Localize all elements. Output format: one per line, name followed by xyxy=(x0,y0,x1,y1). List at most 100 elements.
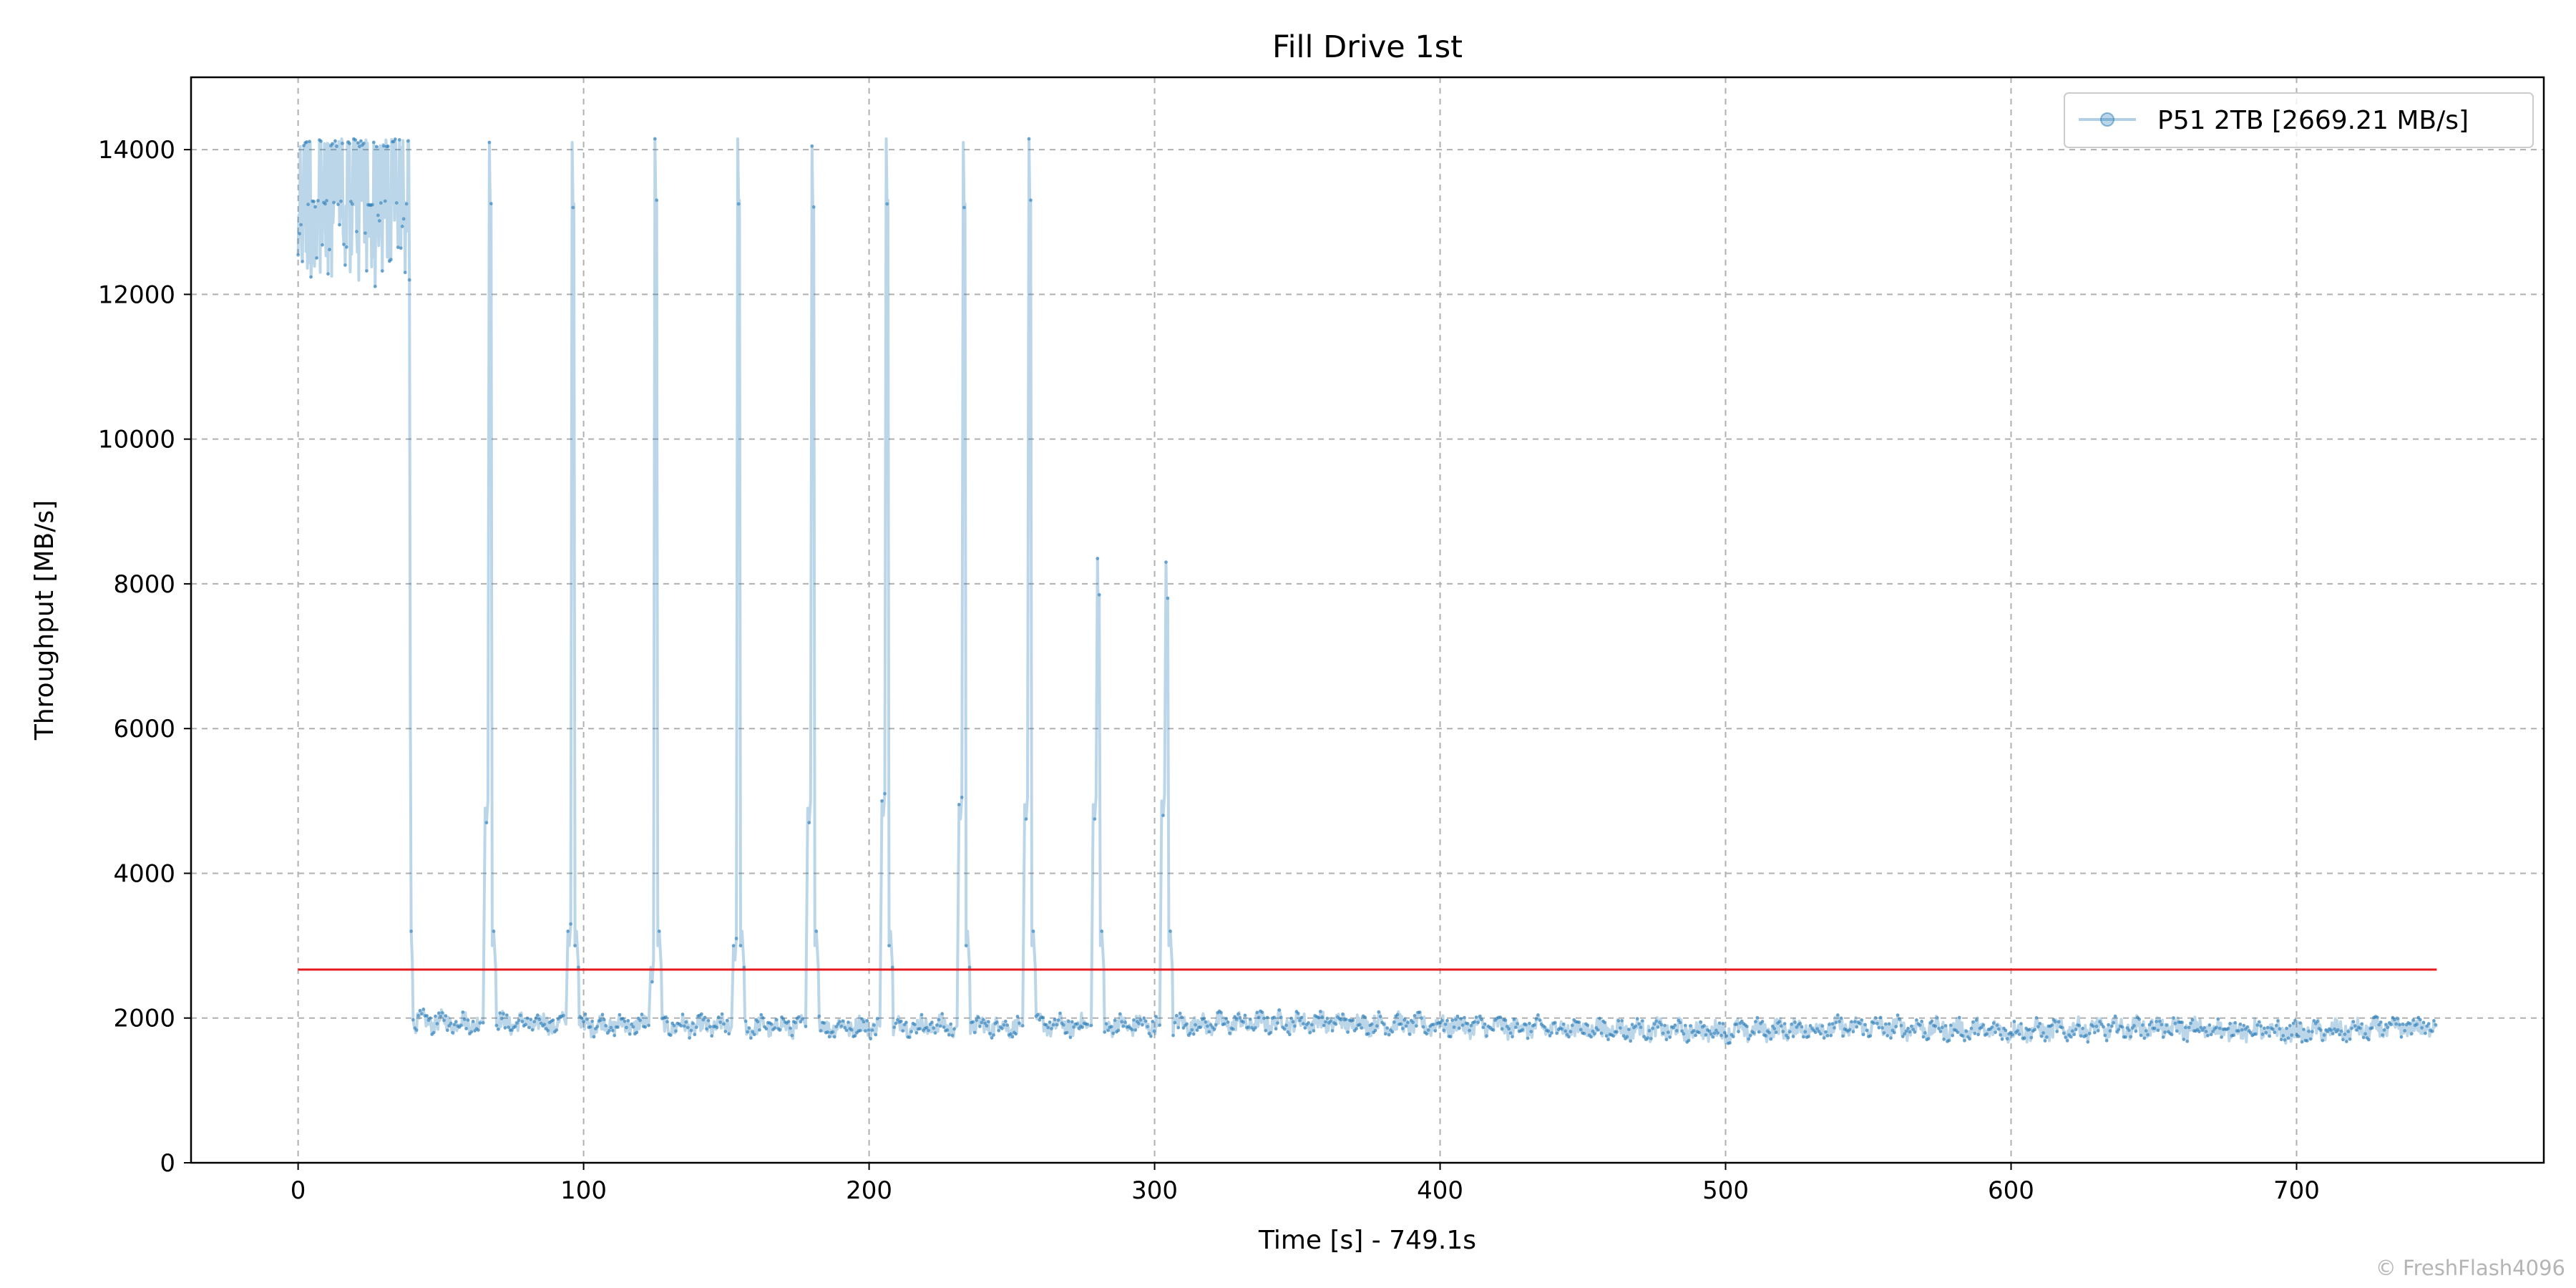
data-point xyxy=(2060,1025,2064,1030)
data-point xyxy=(416,1014,420,1018)
data-point xyxy=(1190,1028,1194,1032)
data-point xyxy=(723,1030,728,1033)
data-point xyxy=(592,1035,596,1039)
data-point xyxy=(527,1025,531,1030)
data-point xyxy=(2242,1023,2246,1028)
data-point xyxy=(379,201,383,205)
data-point xyxy=(1896,1013,1900,1017)
data-point xyxy=(599,1018,602,1023)
data-point xyxy=(566,930,570,933)
data-point xyxy=(2434,1023,2438,1027)
data-point xyxy=(436,1011,441,1015)
data-point xyxy=(1138,1018,1143,1022)
data-point xyxy=(1915,1018,1918,1022)
data-point xyxy=(1448,1035,1453,1039)
data-point xyxy=(342,243,346,246)
data-point xyxy=(890,965,894,970)
data-point xyxy=(1065,1030,1069,1035)
data-point xyxy=(2399,1035,2404,1039)
data-point xyxy=(1317,1015,1321,1020)
data-point xyxy=(2300,1040,2304,1044)
data-point xyxy=(1498,1015,1503,1019)
data-point xyxy=(945,1028,950,1032)
data-point xyxy=(2084,1033,2088,1038)
data-point xyxy=(904,1020,908,1025)
data-point xyxy=(1833,1026,1836,1030)
data-point xyxy=(865,1019,869,1023)
data-point xyxy=(1641,1019,1644,1023)
data-point xyxy=(1224,1017,1229,1020)
data-point xyxy=(435,1022,439,1025)
data-point xyxy=(1630,1023,1634,1027)
data-point xyxy=(1375,1024,1379,1028)
x-tick-label: 500 xyxy=(1702,1176,1749,1205)
data-point xyxy=(952,1027,956,1031)
data-point xyxy=(1567,1035,1571,1039)
data-point xyxy=(1212,1028,1216,1031)
data-point xyxy=(2064,1035,2068,1040)
data-point xyxy=(2394,1022,2399,1026)
data-point xyxy=(1769,1037,1773,1041)
data-point xyxy=(643,1025,648,1029)
data-point xyxy=(464,1027,468,1030)
data-point xyxy=(328,248,331,252)
data-point xyxy=(515,1021,519,1025)
data-point xyxy=(1373,1028,1377,1033)
data-point xyxy=(2081,1026,2085,1030)
data-point xyxy=(1835,1013,1840,1017)
data-point xyxy=(2069,1035,2073,1039)
data-point xyxy=(397,138,401,142)
data-point xyxy=(1694,1033,1698,1038)
data-point xyxy=(2039,1034,2044,1038)
data-point xyxy=(341,142,344,145)
data-point xyxy=(2329,1028,2333,1033)
data-point xyxy=(618,1013,622,1017)
data-point xyxy=(399,246,403,250)
data-point xyxy=(758,1028,761,1032)
data-point xyxy=(1293,1024,1297,1028)
data-point xyxy=(2147,1023,2152,1027)
data-point xyxy=(335,145,338,148)
data-point xyxy=(742,965,746,970)
data-point xyxy=(725,1018,729,1023)
data-point xyxy=(1420,1016,1423,1020)
data-point xyxy=(1009,1032,1013,1036)
data-point xyxy=(2361,1035,2366,1040)
data-point xyxy=(1599,1031,1604,1035)
x-tick-label: 200 xyxy=(846,1176,892,1205)
data-point xyxy=(1355,1027,1358,1030)
data-point xyxy=(319,140,323,143)
data-point xyxy=(1445,1018,1449,1023)
data-point xyxy=(1046,1025,1050,1030)
data-point xyxy=(1534,1017,1538,1021)
data-point xyxy=(2012,1020,2016,1023)
data-point xyxy=(935,1023,939,1027)
data-point xyxy=(356,141,360,145)
data-point xyxy=(302,144,306,147)
data-point xyxy=(462,1018,467,1021)
data-point xyxy=(2379,1020,2383,1024)
data-point xyxy=(605,1031,610,1035)
data-point xyxy=(2226,1026,2230,1030)
data-point xyxy=(2150,1020,2153,1024)
data-point xyxy=(872,1023,876,1027)
y-tick-label: 8000 xyxy=(113,570,175,599)
data-point xyxy=(2421,1020,2426,1025)
data-point xyxy=(1980,1025,1984,1030)
data-point xyxy=(2127,1028,2131,1033)
data-point xyxy=(807,821,811,825)
data-point xyxy=(680,1013,685,1016)
data-point xyxy=(2190,1018,2195,1022)
data-point xyxy=(971,1020,975,1024)
data-point xyxy=(700,1012,703,1016)
data-point xyxy=(2204,1030,2208,1033)
data-point xyxy=(1123,1020,1127,1025)
data-point xyxy=(716,1015,721,1019)
data-point xyxy=(1222,1022,1226,1026)
data-point xyxy=(831,1030,835,1034)
data-point xyxy=(2382,1028,2386,1032)
data-point xyxy=(1717,1021,1722,1025)
data-point xyxy=(1774,1030,1778,1035)
data-point xyxy=(1621,1034,1626,1038)
data-point xyxy=(600,1013,605,1017)
